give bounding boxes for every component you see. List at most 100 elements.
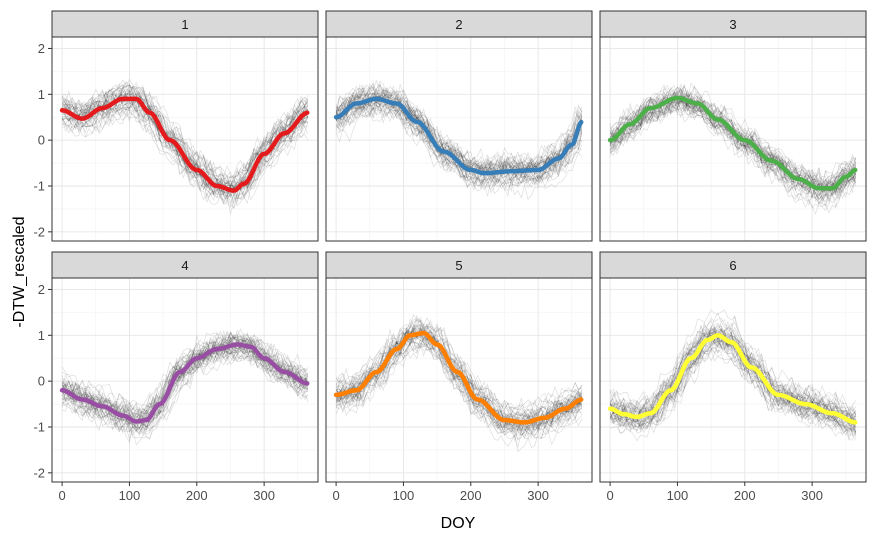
background-trace bbox=[609, 83, 857, 186]
y-tick-label: 0 bbox=[38, 374, 45, 389]
background-trace bbox=[61, 332, 309, 423]
y-tick-label: -2 bbox=[33, 224, 45, 239]
background-trace bbox=[609, 93, 857, 190]
background-trace bbox=[609, 327, 856, 423]
x-tick-label: 0 bbox=[606, 488, 613, 503]
x-tick-label: 100 bbox=[119, 488, 141, 503]
background-trace bbox=[609, 323, 856, 416]
y-tick-label: -1 bbox=[33, 419, 45, 434]
background-trace bbox=[609, 328, 857, 422]
facet-strip-label: 1 bbox=[181, 17, 188, 32]
background-trace bbox=[61, 331, 309, 422]
background-trace bbox=[61, 348, 309, 435]
background-trace bbox=[609, 326, 857, 422]
x-tick-label: 300 bbox=[527, 488, 549, 503]
x-tick-label: 200 bbox=[186, 488, 208, 503]
background-trace bbox=[61, 350, 309, 440]
facet-strip bbox=[325, 251, 593, 279]
facet-strip bbox=[51, 251, 319, 279]
background-trace bbox=[609, 320, 857, 423]
plot-background bbox=[52, 37, 318, 241]
plot-background bbox=[600, 278, 866, 482]
background-trace bbox=[335, 100, 583, 187]
background-trace bbox=[61, 330, 309, 414]
background-trace bbox=[61, 107, 309, 201]
facet-strip-label: 6 bbox=[729, 258, 736, 273]
axis-layer: -2 -1 0 1 2 -2 -1 0 1 2 0 100 200 300 0 100 200 300 0 100 20… bbox=[33, 41, 823, 503]
plot-background bbox=[52, 278, 318, 482]
panels-layer: 1 2 3 4 5 6 bbox=[51, 10, 867, 483]
background-trace bbox=[335, 336, 583, 449]
background-trace bbox=[335, 318, 583, 416]
background-trace bbox=[61, 84, 309, 194]
background-trace bbox=[335, 105, 583, 191]
background-trace bbox=[610, 333, 857, 428]
background-trace bbox=[335, 323, 583, 414]
plot-background bbox=[600, 37, 866, 241]
background-trace bbox=[609, 101, 857, 214]
background-trace bbox=[61, 330, 309, 409]
y-tick-label: 1 bbox=[38, 328, 45, 343]
background-trace bbox=[335, 98, 583, 194]
panel-border bbox=[51, 277, 319, 483]
facet-strip-label: 5 bbox=[455, 258, 462, 273]
background-trace bbox=[62, 97, 309, 201]
y-tick-label: 1 bbox=[38, 87, 45, 102]
x-tick-label: 300 bbox=[801, 488, 823, 503]
background-traces bbox=[609, 309, 857, 442]
background-trace bbox=[61, 330, 309, 424]
facet-panel-4: 4 bbox=[51, 251, 319, 483]
background-trace bbox=[335, 83, 583, 176]
x-tick-label: 300 bbox=[253, 488, 275, 503]
background-trace bbox=[609, 85, 857, 191]
background-trace bbox=[335, 330, 583, 435]
background-trace bbox=[335, 313, 583, 417]
background-trace bbox=[610, 106, 856, 205]
background-trace bbox=[610, 309, 857, 412]
plot-background bbox=[326, 278, 592, 482]
panel-border bbox=[325, 36, 593, 242]
background-trace bbox=[609, 82, 857, 185]
background-trace bbox=[609, 325, 857, 423]
panel-border bbox=[599, 277, 867, 483]
background-trace bbox=[335, 96, 583, 176]
background-trace bbox=[609, 340, 857, 435]
background-trace bbox=[335, 329, 583, 437]
background-trace bbox=[62, 84, 309, 179]
facet-strip-label: 4 bbox=[181, 258, 188, 273]
background-trace bbox=[336, 84, 583, 175]
background-trace bbox=[335, 94, 583, 178]
background-trace bbox=[609, 331, 857, 436]
background-trace bbox=[61, 332, 309, 413]
y-tick-label: 0 bbox=[38, 133, 45, 148]
background-trace bbox=[335, 83, 583, 178]
background-trace bbox=[335, 105, 583, 189]
facet-panel-5: 5 bbox=[325, 251, 593, 483]
background-trace bbox=[335, 338, 583, 453]
background-trace bbox=[609, 339, 857, 430]
background-trace bbox=[61, 78, 309, 183]
background-trace bbox=[62, 347, 309, 439]
x-axis-title: DOY bbox=[441, 515, 476, 532]
background-trace bbox=[61, 95, 309, 215]
background-trace bbox=[335, 94, 583, 180]
background-trace bbox=[61, 97, 309, 204]
background-trace bbox=[62, 331, 309, 421]
background-trace bbox=[335, 317, 582, 417]
background-trace bbox=[61, 95, 309, 198]
background-trace bbox=[61, 329, 309, 423]
background-trace bbox=[609, 83, 857, 194]
background-trace bbox=[61, 85, 309, 188]
panel-border bbox=[599, 36, 867, 242]
background-trace bbox=[61, 340, 309, 428]
facet-strip bbox=[51, 10, 319, 38]
background-trace bbox=[61, 82, 309, 194]
facet-panel-3: 3 bbox=[599, 10, 867, 242]
background-trace bbox=[62, 105, 309, 196]
background-trace bbox=[609, 335, 857, 432]
facet-strip-label: 2 bbox=[455, 17, 462, 32]
background-trace bbox=[335, 319, 583, 412]
cluster-mean-line-6 bbox=[607, 333, 858, 425]
background-trace bbox=[61, 336, 309, 430]
